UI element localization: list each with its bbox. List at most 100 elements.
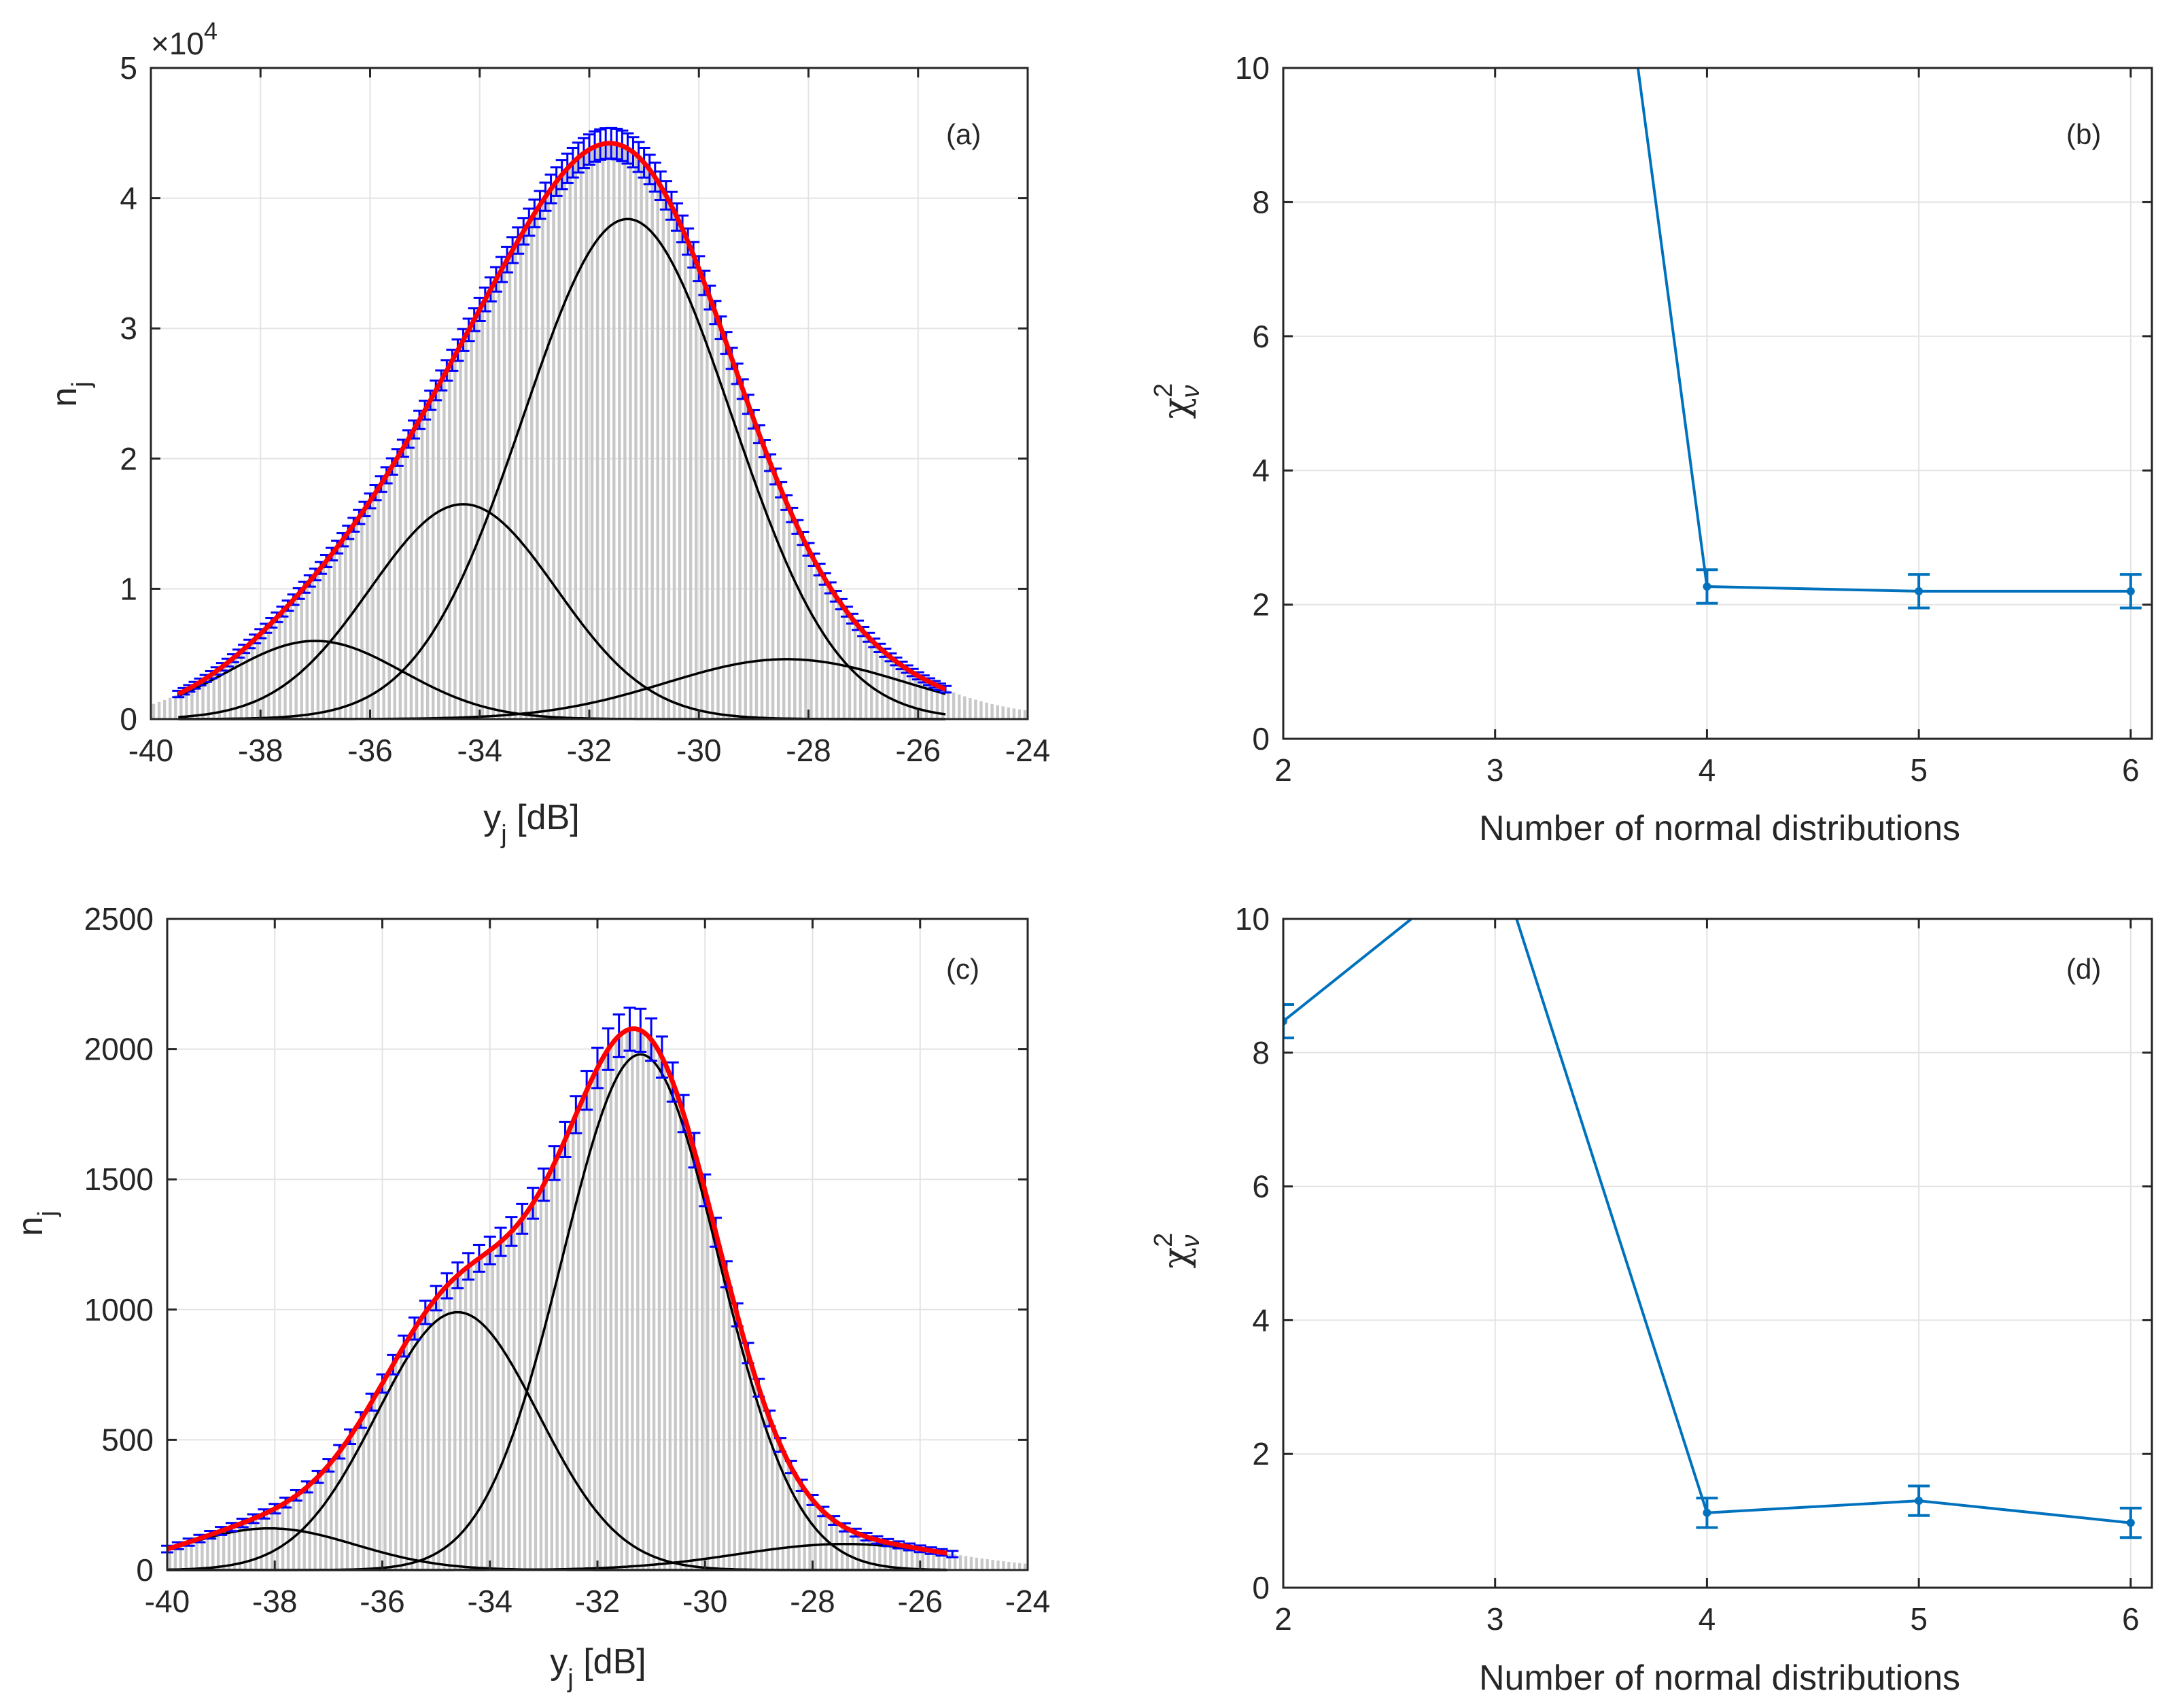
histogram-bar-c-105 — [733, 1305, 736, 1570]
histogram-bar-a-55 — [453, 355, 457, 719]
histogram-bar-a-96 — [678, 222, 682, 719]
histogram-bar-c-49 — [432, 1301, 435, 1570]
histogram-bar-a-49 — [420, 415, 424, 719]
error-bar-d-0 — [1283, 1003, 1294, 1040]
histogram-bar-c-7 — [206, 1535, 209, 1570]
histogram-bar-c-113 — [776, 1438, 780, 1570]
histogram-bar-c-151 — [980, 1558, 984, 1570]
histogram-bar-a-13 — [223, 665, 227, 719]
y-axis-label-d: χ2ν — [1149, 1233, 1205, 1269]
histogram-bar-c-9 — [216, 1531, 220, 1570]
histogram-bar-c-48 — [426, 1308, 430, 1570]
histogram-bar-a-63 — [497, 274, 501, 719]
histogram-bar-a-17 — [245, 646, 249, 719]
histogram-bar-c-16 — [254, 1517, 258, 1570]
histogram-bar-c-159 — [1023, 1563, 1027, 1570]
histogram-bar-a-141 — [924, 680, 928, 719]
histogram-bar-c-43 — [400, 1350, 403, 1570]
histogram-bar-c-93 — [668, 1075, 672, 1570]
histogram-bar-a-88 — [634, 154, 638, 719]
histogram-bar-c-96 — [684, 1122, 688, 1570]
x-tick-label-d-4: 6 — [2122, 1601, 2140, 1637]
histogram-bar-a-68 — [525, 226, 528, 719]
histogram-bar-a-113 — [771, 469, 775, 719]
histogram-bar-c-12 — [232, 1526, 237, 1570]
x-axis-label-c: yj [dB] — [550, 1642, 646, 1693]
axes-box-b — [1282, 67, 2153, 740]
histogram-bar-c-21 — [281, 1504, 285, 1570]
histogram-bar-c-130 — [867, 1537, 871, 1570]
histogram-bar-c-8 — [211, 1533, 215, 1570]
histogram-bar-c-62 — [502, 1239, 505, 1570]
histogram-bar-c-140 — [921, 1549, 924, 1570]
histogram-bar-a-20 — [262, 631, 265, 719]
histogram-bar-a-82 — [601, 143, 605, 720]
histogram-bar-c-145 — [948, 1553, 952, 1570]
histogram-bar-a-152 — [985, 702, 988, 719]
x-tick-label-d-0: 2 — [1274, 1601, 1292, 1637]
histogram-bar-c-131 — [873, 1539, 876, 1570]
histogram-bar-c-139 — [916, 1548, 919, 1570]
histogram-bar-c-40 — [383, 1378, 387, 1570]
x-tick-label-a-1: -38 — [238, 733, 283, 768]
histogram-bar-c-156 — [1007, 1562, 1011, 1570]
histogram-bar-c-30 — [330, 1462, 333, 1570]
histogram-bar-c-66 — [523, 1215, 527, 1570]
y-tick-label-a-3: 3 — [120, 311, 137, 346]
y-tick-label-b-1: 2 — [1252, 587, 1270, 623]
x-tick-label-a-0: -40 — [128, 733, 173, 768]
histogram-bar-c-112 — [770, 1425, 774, 1570]
x-tick-label-b-4: 6 — [2122, 752, 2140, 788]
y-tick-label-c-5: 2500 — [84, 901, 154, 937]
histogram-bar-c-15 — [249, 1520, 252, 1570]
histogram-bar-a-111 — [760, 441, 764, 719]
histogram-bar-c-4 — [190, 1541, 193, 1570]
histogram-bar-a-119 — [804, 544, 807, 719]
marks-b — [1636, 68, 2142, 610]
histogram-bar-a-117 — [793, 521, 797, 719]
histogram-bar-a-61 — [486, 294, 490, 719]
y-tick-label-a-2: 2 — [120, 441, 137, 476]
x-axis-label-b: Number of normal distributions — [1479, 809, 1960, 848]
x-tick-label-a-4: -32 — [567, 733, 612, 768]
histogram-bar-a-126 — [842, 608, 846, 719]
histogram-bar-a-36 — [349, 528, 353, 719]
histogram-bar-c-36 — [362, 1415, 365, 1570]
histogram-bar-a-93 — [661, 190, 665, 720]
y-tick-label-d-1: 2 — [1252, 1436, 1270, 1471]
histogram-bar-c-34 — [351, 1432, 355, 1570]
histogram-bar-a-25 — [289, 602, 292, 719]
histogram-bar-a-158 — [1017, 709, 1022, 719]
histogram-bar-a-100 — [700, 275, 703, 719]
data-point-b-3 — [2126, 587, 2135, 595]
histogram-bar-a-26 — [294, 596, 298, 719]
x-tick-label-c-1: -38 — [252, 1584, 297, 1619]
y-tick-label-b-2: 4 — [1252, 453, 1270, 488]
x-tick-label-c-5: -30 — [682, 1584, 727, 1619]
histogram-bar-a-130 — [864, 634, 868, 719]
histogram-bar-a-136 — [897, 663, 901, 719]
histogram-bar-a-6 — [185, 689, 188, 719]
histogram-bar-c-155 — [1002, 1561, 1005, 1570]
histogram-bar-c-85 — [625, 1030, 629, 1570]
histogram-bar-a-56 — [459, 345, 462, 719]
histogram-bar-a-137 — [903, 667, 906, 719]
histogram-bar-a-10 — [207, 676, 210, 719]
histogram-bar-a-125 — [837, 600, 841, 719]
histogram-bar-a-18 — [250, 641, 254, 719]
x-tick-label-c-2: -36 — [360, 1584, 404, 1619]
histogram-bar-a-135 — [892, 659, 895, 719]
histogram-bar-a-23 — [278, 614, 281, 719]
histogram-bar-c-91 — [657, 1051, 661, 1570]
x-axis-label-d: Number of normal distributions — [1479, 1658, 1960, 1698]
histogram-bar-a-69 — [530, 217, 534, 719]
panel-b-chi-squared: (b) Number of normal distributions χ2ν 2… — [1149, 50, 2153, 848]
histogram-bar-a-129 — [858, 628, 863, 719]
histogram-bar-a-103 — [716, 319, 720, 719]
histogram-bar-c-107 — [744, 1344, 747, 1570]
histogram-bar-c-149 — [969, 1556, 973, 1570]
histogram-bar-c-32 — [340, 1448, 344, 1570]
histogram-bar-c-51 — [442, 1289, 446, 1570]
y-tick-label-c-0: 0 — [136, 1552, 154, 1588]
histogram-bar-c-141 — [926, 1550, 930, 1570]
